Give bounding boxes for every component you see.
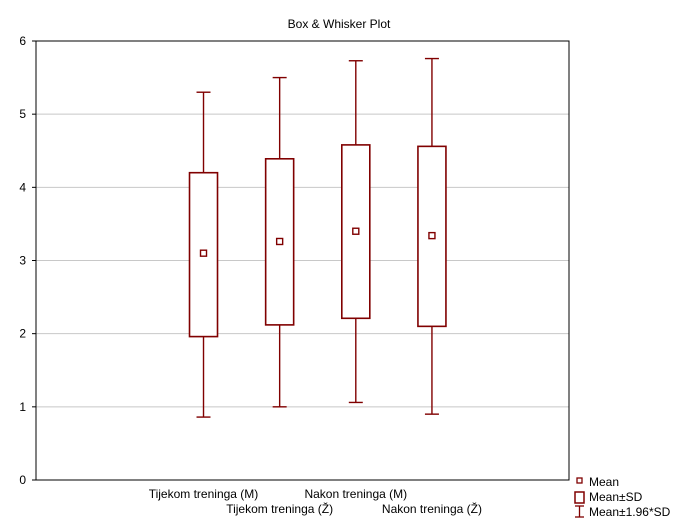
legend-sd-label: Mean±SD (589, 490, 643, 504)
legend-mean-label: Mean (589, 475, 619, 489)
legend-ci-label: Mean±1.96*SD (589, 505, 671, 519)
y-tick-label: 6 (19, 34, 26, 48)
legend-mean-marker (576, 477, 583, 484)
box-group (264, 76, 295, 408)
chart-title: Box & Whisker Plot (288, 17, 391, 31)
box-group (340, 60, 371, 404)
legend-ci-marker (575, 505, 584, 518)
y-tick-label: 2 (19, 327, 26, 341)
y-tick-label: 5 (19, 107, 26, 121)
y-tick-label: 0 (19, 473, 26, 487)
y-axis: 0 1 2 3 4 5 6 (19, 34, 36, 487)
mean-marker (352, 227, 360, 235)
mean-marker (275, 237, 284, 246)
legend: Mean Mean±SD Mean±1.96*SD (574, 475, 671, 519)
mean-marker (428, 231, 436, 240)
mean-marker (199, 249, 208, 257)
grid-lines (36, 113, 569, 408)
y-tick-label: 3 (19, 254, 26, 268)
box-group (417, 57, 447, 415)
box-group (188, 91, 219, 418)
x-category-label: Nakon treninga (M) (304, 487, 407, 501)
y-tick-label: 1 (19, 400, 26, 414)
x-category-label: Tijekom treninga (M) (149, 487, 259, 501)
x-axis-categories: Tijekom treninga (M)Tijekom treninga (Ž)… (149, 487, 482, 516)
x-category-label: Tijekom treninga (Ž) (226, 501, 333, 516)
x-category-label: Nakon treninga (Ž) (382, 501, 482, 516)
legend-sd-marker (574, 491, 585, 504)
y-tick-label: 4 (19, 180, 26, 194)
box-series (188, 57, 447, 418)
